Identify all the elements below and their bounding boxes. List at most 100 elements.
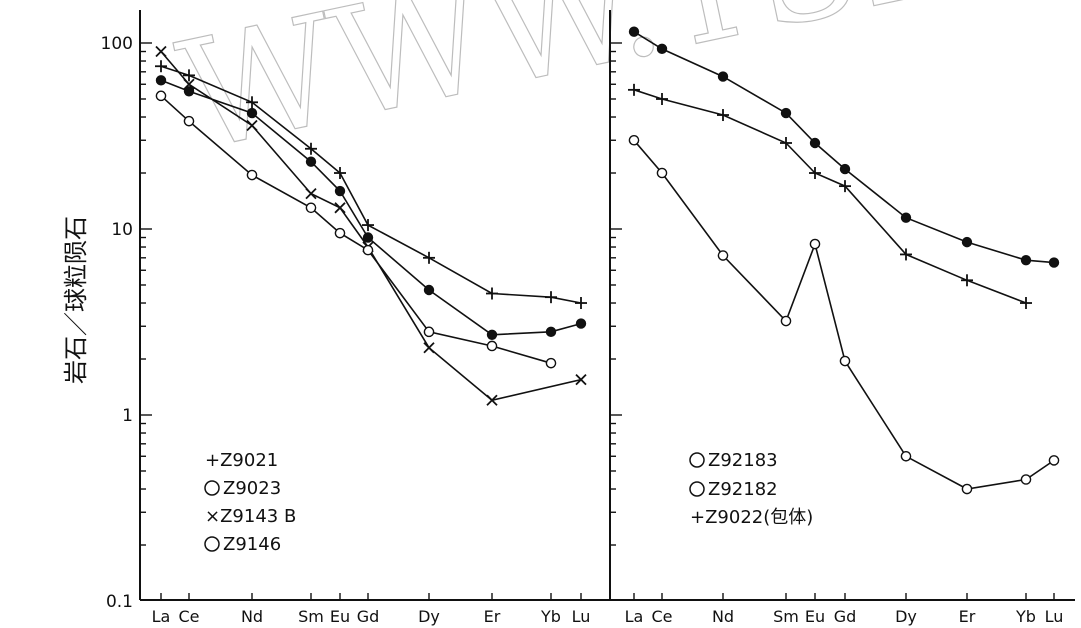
data-point xyxy=(900,212,912,223)
data-point xyxy=(900,248,912,261)
x-tick-label: Eu xyxy=(805,607,825,626)
data-point xyxy=(334,227,346,239)
data-point xyxy=(423,342,435,354)
data-point xyxy=(305,156,317,167)
data-point xyxy=(362,232,374,243)
legend-circle-icon xyxy=(689,481,705,497)
data-point xyxy=(155,60,167,73)
x-tick-label: Er xyxy=(484,607,501,626)
data-point xyxy=(155,90,167,102)
data-point xyxy=(334,202,346,214)
axes: 100 10 1 0.1 La Ce Nd Sm Eu Gd Dy Er Yb Lu La Ce Nd Sm Eu G… xyxy=(101,10,1075,626)
data-point xyxy=(362,244,374,256)
data-point xyxy=(809,238,821,250)
data-point xyxy=(362,219,374,232)
x-tick-label: La xyxy=(625,607,644,626)
data-point xyxy=(839,180,851,193)
series-line-0-1 xyxy=(160,79,582,336)
series-line-1-2 xyxy=(633,89,1027,304)
x-tick-label: Gd xyxy=(357,607,380,626)
x-tick-label: La xyxy=(152,607,171,626)
legend-item: Z9146 xyxy=(204,534,281,555)
x-tick-label: Nd xyxy=(241,607,263,626)
data-point xyxy=(305,187,317,200)
legend-label: Z92182 xyxy=(708,479,778,500)
data-point xyxy=(839,163,851,175)
legend-label: Z9023 xyxy=(223,478,281,499)
legends: +Z9021 Z9023 ×Z9143 B Z9146 Z92183 Z92182 +Z90… xyxy=(204,450,813,555)
data-point xyxy=(717,250,729,261)
legend-item: Z92182 xyxy=(689,479,778,500)
series-line-1-1 xyxy=(633,139,1055,490)
y-tick-label: 10 xyxy=(111,220,133,240)
data-point xyxy=(423,326,435,338)
data-point xyxy=(900,450,912,462)
x-tick-label: Yb xyxy=(540,607,561,626)
data-point xyxy=(1020,474,1032,485)
data-point xyxy=(628,134,640,146)
data-point xyxy=(809,167,821,180)
y-tick-label: 100 xyxy=(101,34,133,54)
data-point xyxy=(809,137,821,149)
data-point xyxy=(545,357,557,369)
data-point xyxy=(486,394,498,406)
data-point xyxy=(246,107,258,119)
data-point xyxy=(183,86,195,97)
x-tick-label: Er xyxy=(959,607,976,626)
series-layer xyxy=(155,26,1060,495)
data-point xyxy=(334,167,346,180)
legend-item: +Z9021 xyxy=(205,450,278,471)
legend-label: Z9146 xyxy=(223,534,281,555)
data-point xyxy=(780,107,792,119)
data-point xyxy=(1048,455,1060,466)
data-point xyxy=(1020,297,1032,310)
legend-item: ×Z9143 B xyxy=(205,506,296,527)
legend-label: +Z9022(包体) xyxy=(690,507,813,528)
y-tick-label: 1 xyxy=(122,406,133,426)
data-point xyxy=(305,202,317,214)
legend-circle-icon xyxy=(204,536,220,552)
data-point xyxy=(575,373,587,386)
data-point xyxy=(717,109,729,122)
data-point xyxy=(305,142,317,155)
data-point xyxy=(246,169,258,181)
data-point xyxy=(961,483,973,495)
x-tick-label: Dy xyxy=(895,607,917,626)
data-point xyxy=(961,236,973,248)
data-point xyxy=(334,185,346,197)
data-point xyxy=(246,96,258,109)
legend-item: +Z9022(包体) xyxy=(690,507,813,528)
data-point xyxy=(183,115,195,127)
legend-item: Z9023 xyxy=(204,478,281,499)
data-point xyxy=(656,92,668,105)
legend-item: Z92183 xyxy=(689,450,778,471)
data-point xyxy=(545,291,557,304)
data-point xyxy=(780,136,792,149)
data-point xyxy=(839,355,851,367)
series-line-0-0 xyxy=(160,65,582,304)
data-point xyxy=(628,83,640,96)
data-point xyxy=(656,43,668,55)
legend-label: ×Z9143 B xyxy=(205,506,296,527)
data-point xyxy=(780,315,792,327)
x-tick-label: Sm xyxy=(298,607,324,626)
x-tick-label: Dy xyxy=(418,607,440,626)
data-point xyxy=(246,119,258,132)
data-point xyxy=(656,167,668,179)
data-point xyxy=(486,340,498,352)
data-point xyxy=(183,69,195,82)
watermark: WWW.YSKW.C xyxy=(166,0,1081,185)
legend-circle-icon xyxy=(204,480,220,496)
y-tick-label: 0.1 xyxy=(106,592,133,612)
data-point xyxy=(155,75,167,86)
legend-label: +Z9021 xyxy=(205,450,278,471)
data-point xyxy=(486,329,498,340)
data-point xyxy=(1048,257,1060,268)
legend-label: Z92183 xyxy=(708,450,778,471)
x-tick-label: Yb xyxy=(1015,607,1036,626)
data-point xyxy=(423,284,435,296)
data-point xyxy=(1020,254,1032,266)
x-tick-label: Ce xyxy=(178,607,199,626)
y-axis-label: 岩石／球粒陨石 xyxy=(62,216,90,384)
